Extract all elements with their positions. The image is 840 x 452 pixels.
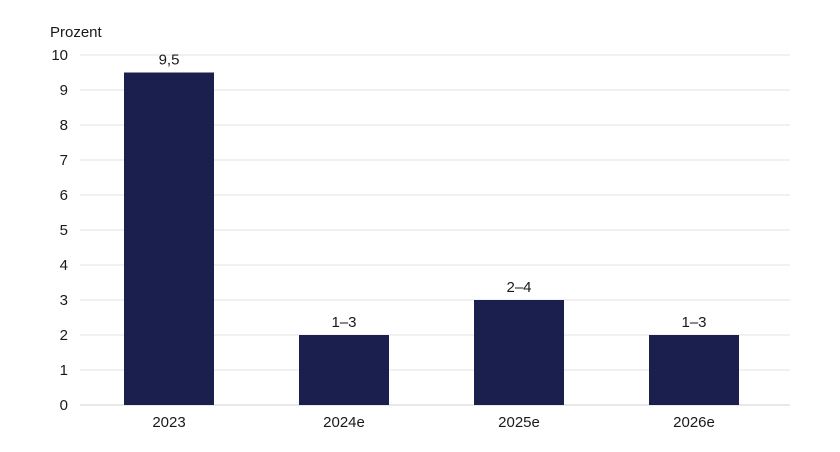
y-axis-ticks: 0 1 2 3 4 5 6 7 8 9 10 [51, 47, 68, 414]
y-axis-unit-label: Prozent [50, 24, 103, 41]
y-tick-label: 2 [60, 327, 68, 344]
y-tick-label: 3 [60, 292, 68, 309]
y-tick-label: 0 [60, 397, 68, 414]
x-tick-label: 2024e [323, 414, 365, 431]
bar-2023 [124, 72, 214, 405]
data-label-2025e: 2–4 [506, 279, 531, 296]
x-axis-ticks: 2023 2024e 2025e 2026e [152, 414, 715, 431]
x-tick-label: 2026e [673, 414, 715, 431]
data-label-2024e: 1–3 [331, 314, 356, 331]
y-tick-label: 6 [60, 187, 68, 204]
y-tick-label: 5 [60, 222, 68, 239]
bar-2025e [474, 300, 564, 405]
bar-2026e [649, 335, 739, 405]
data-label-2026e: 1–3 [681, 314, 706, 331]
bar-2024e [299, 335, 389, 405]
data-label-2023: 9,5 [159, 52, 180, 69]
y-tick-label: 4 [60, 257, 68, 274]
bars [124, 72, 739, 405]
x-tick-label: 2025e [498, 414, 540, 431]
data-labels: 9,5 1–3 2–4 1–3 [159, 52, 707, 332]
y-tick-label: 1 [60, 362, 68, 379]
y-tick-label: 8 [60, 117, 68, 134]
y-tick-label: 10 [51, 47, 68, 64]
y-tick-label: 7 [60, 152, 68, 169]
y-tick-label: 9 [60, 82, 68, 99]
x-tick-label: 2023 [152, 414, 185, 431]
